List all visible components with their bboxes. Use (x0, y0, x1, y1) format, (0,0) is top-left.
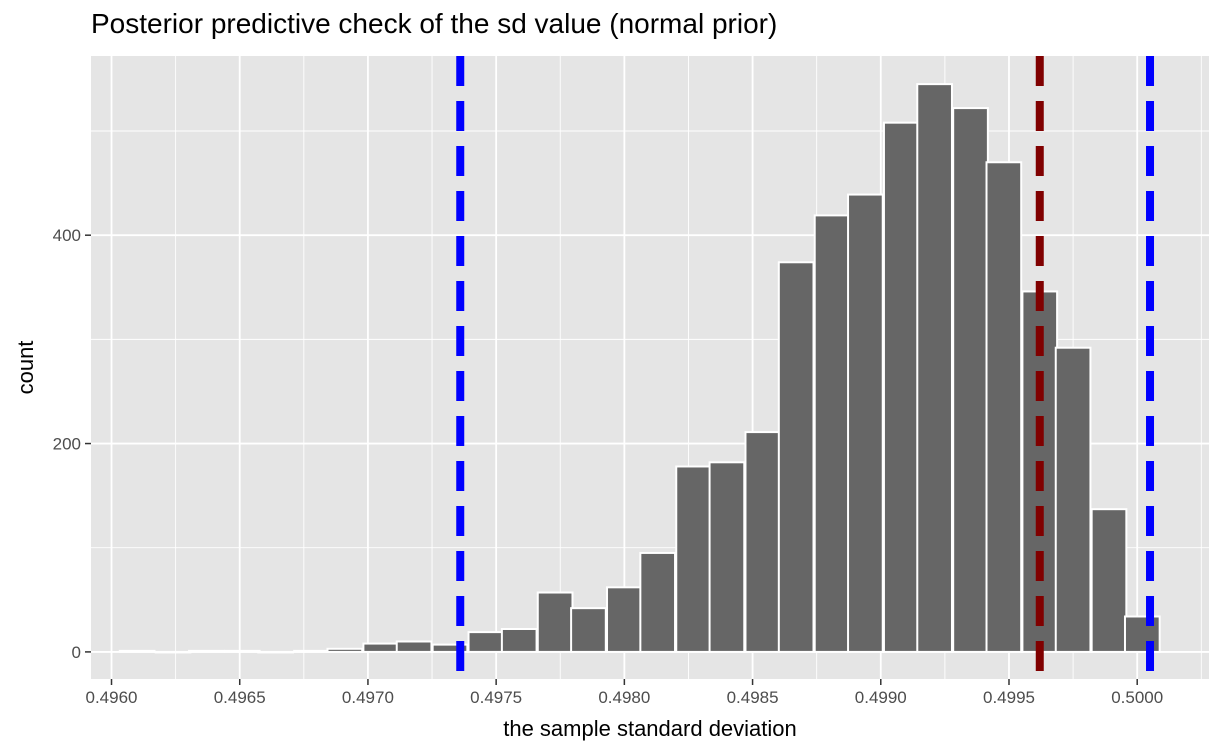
histogram-bar (188, 649, 225, 653)
x-tick-label: 0.4995 (983, 688, 1035, 707)
histogram-bar (154, 650, 192, 654)
y-tick-label: 200 (53, 435, 81, 454)
histogram-bar (744, 431, 782, 653)
histogram-bar (500, 627, 538, 653)
reference-lines (456, 56, 1155, 679)
histogram-bar (467, 631, 505, 653)
histogram-bars (118, 83, 1161, 654)
histogram-bar (708, 461, 746, 653)
histogram-bar (1054, 346, 1092, 653)
y-tick-label: 0 (72, 643, 81, 662)
histogram-bar (675, 465, 712, 653)
histogram-bar (536, 591, 574, 653)
histogram-bar (431, 643, 469, 653)
histogram-bar (916, 83, 953, 653)
histogram-bar (813, 214, 851, 653)
histogram-bar (223, 649, 261, 653)
y-axis-title: count (13, 341, 38, 395)
histogram-bar (362, 642, 400, 653)
x-tick-label: 0.4975 (470, 688, 522, 707)
histogram-bar (395, 640, 433, 653)
histogram-bar (1090, 508, 1128, 653)
histogram-bar (570, 607, 607, 653)
x-tick-label: 0.4990 (855, 688, 907, 707)
x-axis: 0.4960 0.4965 0.4970 0.4975 0.4980 0.4985 0.49… (86, 679, 1163, 707)
x-tick-label: 0.4970 (342, 688, 394, 707)
y-axis: 0 200 400 (53, 226, 91, 662)
histogram-bar (639, 551, 677, 653)
y-tick-label: 400 (53, 226, 81, 245)
x-tick-label: 0.4985 (727, 688, 779, 707)
histogram-bar (326, 647, 364, 653)
x-axis-title: the sample standard deviation (503, 716, 797, 741)
histogram-bar (847, 193, 884, 653)
x-tick-label: 0.5000 (1111, 688, 1163, 707)
histogram-bar (118, 649, 156, 653)
histogram-bar (293, 649, 330, 653)
histogram-bar (606, 586, 643, 653)
histogram-bar (985, 161, 1023, 653)
x-tick-label: 0.4980 (598, 688, 650, 707)
x-tick-label: 0.4960 (86, 688, 138, 707)
chart-title: Posterior predictive check of the sd val… (91, 8, 778, 39)
histogram-bar (952, 107, 989, 653)
histogram-bar (257, 650, 294, 654)
histogram-bar (1123, 615, 1161, 653)
histogram-bar (777, 261, 815, 653)
histogram-bar (882, 121, 920, 653)
x-tick-label: 0.4965 (214, 688, 266, 707)
